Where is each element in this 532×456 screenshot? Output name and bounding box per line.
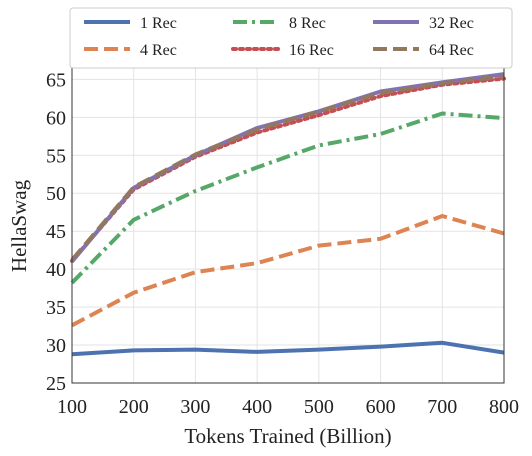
x-axis-label: Tokens Trained (Billion)	[184, 424, 391, 448]
series-lines	[70, 72, 506, 357]
series-line	[71, 214, 505, 328]
y-tick-label: 30	[46, 335, 66, 357]
legend: 1 Rec 4 Rec 8 Rec 16 Rec 32 Rec 64 Rec	[69, 7, 513, 69]
series-line	[71, 340, 505, 357]
tick-labels: 100 200 300 400 500 600 700 800 25 30 35 40 45 50 55 60…	[46, 69, 519, 418]
legend-label: 64 Rec	[429, 42, 474, 59]
y-axis-label: HellaSwag	[7, 179, 31, 272]
x-tick-label: 300	[180, 396, 210, 418]
grid	[71, 68, 505, 384]
x-tick-label: 700	[427, 396, 457, 418]
legend-label: 4 Rec	[140, 42, 177, 59]
y-tick-label: 25	[46, 373, 66, 395]
series-line	[70, 76, 506, 263]
series-line	[70, 72, 505, 263]
series-line	[70, 74, 505, 262]
y-tick-label: 35	[46, 297, 66, 319]
x-tick-label: 500	[304, 396, 334, 418]
x-tick-label: 800	[489, 396, 519, 418]
x-tick-label: 600	[366, 396, 396, 418]
y-tick-label: 40	[46, 259, 66, 281]
x-tick-label: 100	[57, 396, 87, 418]
y-tick-label: 65	[46, 69, 66, 91]
x-tick-label: 200	[119, 396, 149, 418]
legend-label: 8 Rec	[289, 15, 326, 32]
y-tick-label: 45	[46, 221, 66, 243]
legend-label: 1 Rec	[140, 15, 177, 32]
y-tick-label: 60	[46, 107, 66, 129]
x-tick-label: 400	[242, 396, 272, 418]
y-tick-label: 55	[46, 145, 66, 167]
legend-label: 16 Rec	[289, 42, 334, 59]
legend-label: 32 Rec	[429, 15, 474, 32]
y-tick-label: 50	[46, 183, 66, 205]
series-line	[70, 111, 505, 285]
